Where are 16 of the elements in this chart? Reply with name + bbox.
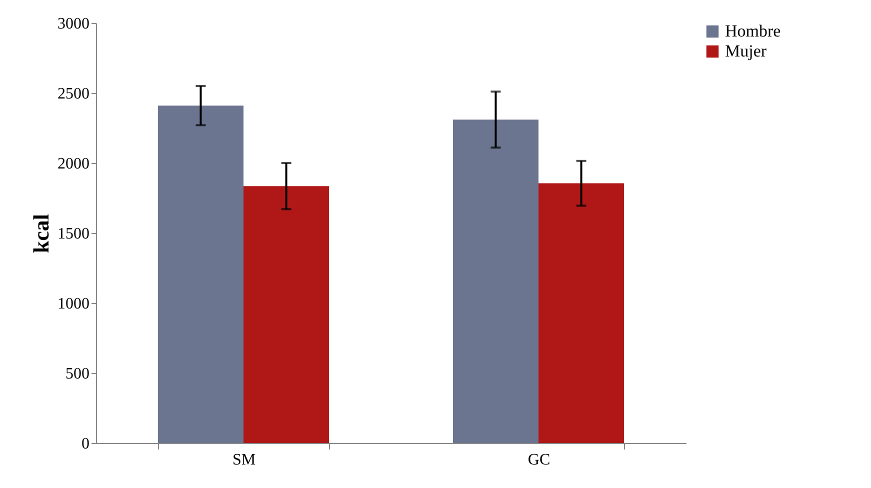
x-tick-label: SM <box>232 452 256 468</box>
y-tick-label: 1000 <box>58 296 90 312</box>
y-tick-label: 1500 <box>58 226 90 242</box>
y-tick-label: 0 <box>82 436 90 452</box>
bar <box>158 106 244 443</box>
y-tick-label: 2000 <box>58 156 90 172</box>
legend-label: Mujer <box>725 42 767 60</box>
x-tick-label: GC <box>528 452 550 468</box>
y-tick-label: 3000 <box>58 16 90 32</box>
bar <box>452 120 538 443</box>
bar <box>538 183 624 443</box>
y-tick-label: 500 <box>66 366 90 382</box>
legend-label: Hombre <box>725 22 781 40</box>
y-axis-title: kcal <box>28 214 54 254</box>
y-tick-label: 2500 <box>58 86 90 102</box>
bar <box>244 186 330 443</box>
